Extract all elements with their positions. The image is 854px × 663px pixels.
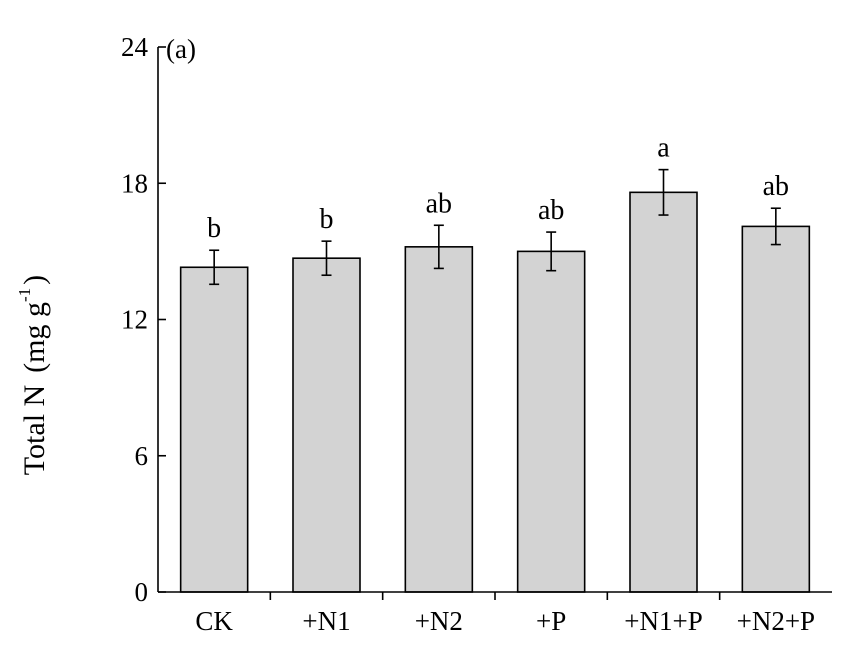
y-axis-title-text: Total N (mg g-1) <box>15 275 51 475</box>
significance-label-4: a <box>657 133 670 164</box>
y-tick-label-4: 24 <box>121 32 149 62</box>
bar-2 <box>404 246 474 593</box>
bar-1 <box>292 257 361 593</box>
bar-5 <box>741 225 811 593</box>
y-tick-label-2: 12 <box>121 305 148 335</box>
y-tick-label-0: 0 <box>135 577 149 607</box>
y-axis-title: Total N (mg g-1) <box>15 275 51 475</box>
significance-label-2: ab <box>426 188 452 219</box>
significance-label-5: ab <box>763 171 789 202</box>
x-tick-label-4: +N1+P <box>624 606 702 636</box>
bar-0 <box>179 266 249 593</box>
bar-4 <box>629 191 698 593</box>
panel-label: (a) <box>166 34 196 64</box>
y-tick-label-3: 18 <box>121 168 148 198</box>
bar-3 <box>516 250 586 593</box>
significance-label-0: b <box>207 213 221 244</box>
y-axis-title-unit: (mg g <box>18 302 51 373</box>
y-axis-title-sup: -1 <box>15 288 34 302</box>
x-tick-label-0: CK <box>195 606 233 636</box>
significance-label-1: b <box>320 204 334 235</box>
y-axis-title-main: Total N <box>18 385 51 475</box>
y-tick-label-1: 6 <box>135 441 149 471</box>
plot-area: b CK b +N1 ab +N2 ab +P a +N1+P ab +N2+P 0 6 12 18 24 <box>121 32 832 636</box>
y-axis-title-close: ) <box>18 275 51 285</box>
x-tick-label-1: +N1 <box>302 606 350 636</box>
x-tick-label-2: +N2 <box>415 606 463 636</box>
significance-label-3: ab <box>538 195 564 226</box>
x-tick-label-3: +P <box>536 606 566 636</box>
x-tick-label-5: +N2+P <box>737 606 815 636</box>
